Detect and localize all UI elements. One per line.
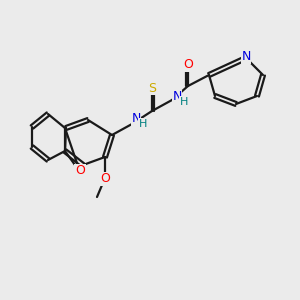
Text: S: S <box>148 82 156 94</box>
Text: H: H <box>139 119 147 129</box>
Text: N: N <box>131 112 141 125</box>
Text: O: O <box>75 164 85 178</box>
Text: N: N <box>241 50 251 64</box>
Text: H: H <box>180 97 188 107</box>
Text: O: O <box>183 58 193 71</box>
Text: O: O <box>100 172 110 185</box>
Text: N: N <box>172 91 182 103</box>
